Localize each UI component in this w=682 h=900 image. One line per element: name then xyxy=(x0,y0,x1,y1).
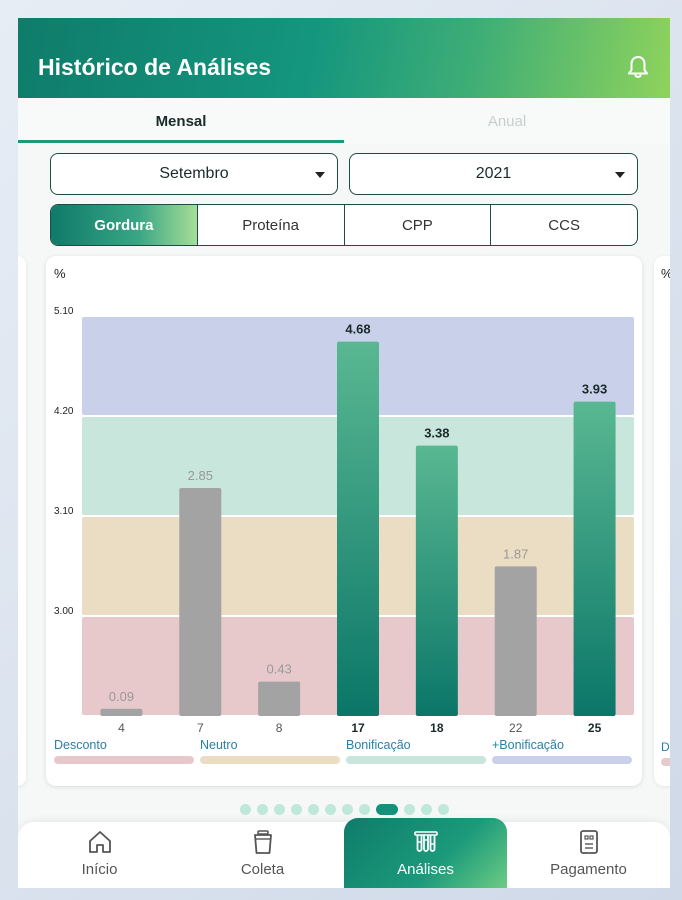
x-tick-label: 8 xyxy=(276,721,283,735)
bar xyxy=(415,445,458,716)
y-axis-unit: % xyxy=(54,266,66,281)
legend-item-mais-bonificacao: +Bonificação xyxy=(492,738,632,768)
legend-item-neutro: Neutro xyxy=(200,738,340,768)
app-screen: Histórico de Análises Mensal Anual Setem… xyxy=(18,18,670,888)
month-select[interactable]: Setembro xyxy=(50,153,338,195)
chevron-down-icon xyxy=(315,172,325,178)
x-tick-label: 4 xyxy=(118,721,125,735)
month-value: Setembro xyxy=(159,165,229,182)
tab-mensal[interactable]: Mensal xyxy=(155,112,207,130)
x-tick-label: 25 xyxy=(588,721,602,735)
legend-item-desconto: Desconto xyxy=(54,738,194,768)
legend-label: Desconto xyxy=(54,738,107,752)
nav-inicio[interactable]: Início xyxy=(18,822,181,888)
active-tab-indicator xyxy=(18,140,344,143)
y-tick-label: 5.10 xyxy=(54,306,74,317)
nav-label: Análises xyxy=(397,861,454,878)
legend-label: Bonificação xyxy=(346,738,411,752)
pagination-dot[interactable] xyxy=(240,804,251,815)
year-select[interactable]: 2021 xyxy=(349,153,638,195)
chart-card: % 5.10 4.20 3.10 3.00 0.09 4 2.85 7 0.43 8 4.68 17 3.… xyxy=(46,256,642,786)
year-value: 2021 xyxy=(475,165,512,182)
tab-anual[interactable]: Anual xyxy=(487,112,527,130)
tab-cpp[interactable]: CPP xyxy=(345,205,492,245)
data-label: 4.68 xyxy=(345,322,370,337)
chevron-down-icon xyxy=(615,172,625,178)
pagination-dot[interactable] xyxy=(274,804,285,815)
pagination-dot[interactable] xyxy=(342,804,353,815)
pagination-dot[interactable] xyxy=(325,804,336,815)
pagination-dot[interactable] xyxy=(291,804,302,815)
nav-label: Pagamento xyxy=(550,861,627,878)
bar xyxy=(100,708,143,716)
data-label: 3.93 xyxy=(582,382,607,397)
home-icon xyxy=(88,831,111,853)
legend-peek: D xyxy=(661,740,670,754)
pagination-dot-active[interactable] xyxy=(376,804,398,815)
nav-label: Início xyxy=(81,861,118,878)
pagination-dot[interactable] xyxy=(359,804,370,815)
legend-swatch xyxy=(54,756,194,764)
x-tick-label: 17 xyxy=(351,721,365,735)
legend-label: +Bonificação xyxy=(492,738,564,752)
legend-label: Neutro xyxy=(200,738,238,752)
data-label: 0.43 xyxy=(266,662,291,677)
pagination-dot[interactable] xyxy=(257,804,268,815)
x-tick-label: 22 xyxy=(509,721,523,735)
legend-item-bonificacao: Bonificação xyxy=(346,738,486,768)
pagination-dot[interactable] xyxy=(308,804,319,815)
app-header: Histórico de Análises xyxy=(18,18,670,98)
test-tubes-icon xyxy=(413,831,438,852)
x-tick-label: 7 xyxy=(197,721,204,735)
bar-chart: % 5.10 4.20 3.10 3.00 0.09 4 2.85 7 0.43 8 4.68 17 3.… xyxy=(54,266,634,735)
next-chart-card[interactable]: % D xyxy=(654,256,670,786)
bar xyxy=(179,488,222,716)
pagination-dot[interactable] xyxy=(421,804,432,815)
previous-chart-card[interactable] xyxy=(18,256,26,786)
y-tick-label: 3.00 xyxy=(54,606,74,617)
metric-segmented-control: Gordura Proteína CPP CCS xyxy=(50,204,638,246)
legend-peek-bar xyxy=(661,758,670,766)
pagination-dot[interactable] xyxy=(404,804,415,815)
legend-swatch xyxy=(346,756,486,764)
legend-swatch xyxy=(200,756,340,764)
bucket-icon xyxy=(253,830,272,854)
carousel-pagination xyxy=(240,804,449,815)
tab-ccs[interactable]: CCS xyxy=(548,216,580,234)
receipt-icon xyxy=(579,830,598,854)
y-tick-label: 3.10 xyxy=(54,506,74,517)
nav-pagamento[interactable]: Pagamento xyxy=(507,822,670,888)
bar xyxy=(337,341,379,716)
x-tick-label: 18 xyxy=(430,721,444,735)
data-label: 1.87 xyxy=(503,546,528,561)
data-label: 2.85 xyxy=(188,468,213,483)
pagination-dot[interactable] xyxy=(438,804,449,815)
nav-label: Coleta xyxy=(240,861,285,878)
tab-gordura[interactable]: Gordura xyxy=(51,205,198,245)
bell-icon[interactable] xyxy=(626,54,650,80)
data-label: 3.38 xyxy=(424,426,449,441)
y-axis-unit: % xyxy=(661,266,670,281)
legend-swatch xyxy=(492,756,632,764)
tab-proteina[interactable]: Proteína xyxy=(198,205,345,245)
bar xyxy=(494,566,537,716)
nav-analises[interactable]: Análises xyxy=(344,818,507,888)
page-title: Histórico de Análises xyxy=(38,54,272,80)
data-label: 0.09 xyxy=(109,689,134,704)
bar xyxy=(258,681,301,716)
y-tick-label: 4.20 xyxy=(54,406,74,417)
period-tabs: Mensal Anual xyxy=(18,98,670,144)
bottom-navigation: Início Coleta Análises xyxy=(18,818,670,888)
bar xyxy=(573,401,616,716)
nav-coleta[interactable]: Coleta xyxy=(181,822,344,888)
